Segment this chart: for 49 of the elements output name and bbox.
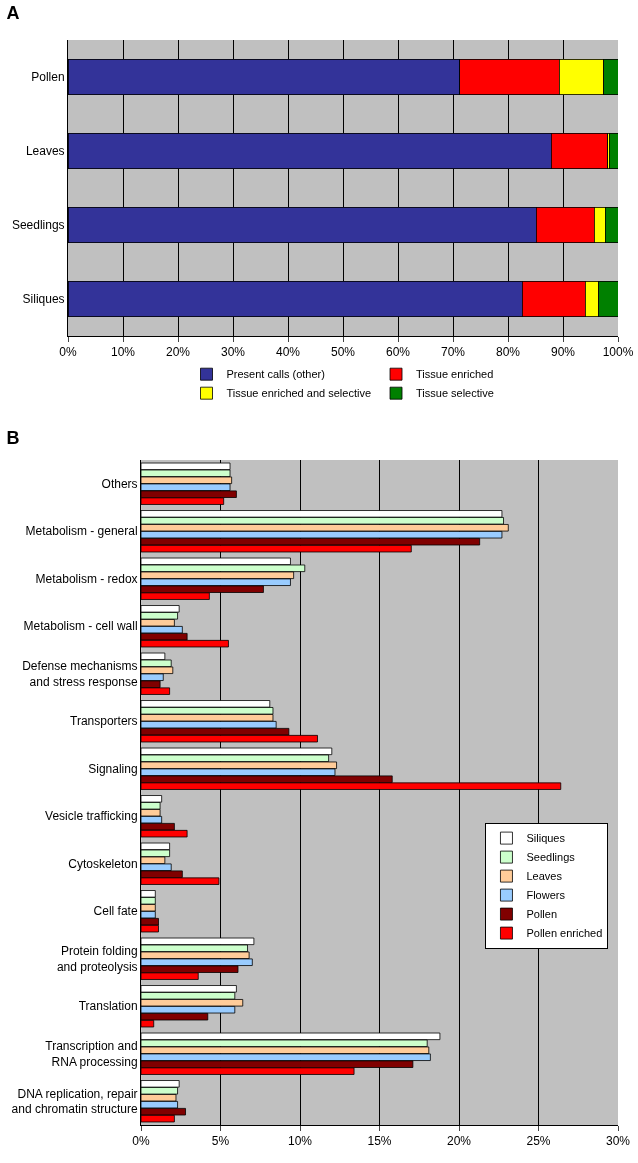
x-tick-label: 60% xyxy=(385,345,411,360)
x-tick-label: 5% xyxy=(211,1134,230,1149)
y-tick-label: Others xyxy=(101,476,138,491)
legend-label: Tissue selective xyxy=(416,387,494,400)
y-tick-label: DNA replication, repair and chromatin structure xyxy=(11,1086,138,1117)
x-tick-label: 80% xyxy=(495,345,521,360)
legend-label: Flowers xyxy=(526,889,566,902)
bar xyxy=(608,133,618,169)
y-tick-label: Cell fate xyxy=(93,904,138,919)
x-tick-label: 0% xyxy=(59,345,77,360)
x-tick-label: 100% xyxy=(602,345,634,360)
legend-label: Seedlings xyxy=(526,851,576,864)
x-tick-label: 30% xyxy=(605,1134,631,1149)
y-tick-label: Translation xyxy=(78,999,138,1014)
y-tick-label: Signaling xyxy=(88,761,138,776)
x-tick-label: 40% xyxy=(275,345,301,360)
legend-label: Leaves xyxy=(526,870,563,883)
x-tick-label: 50% xyxy=(330,345,356,360)
y-tick-label: Cytoskeleton xyxy=(68,856,138,871)
legend-label: Pollen enriched xyxy=(526,927,603,940)
chart-title: B xyxy=(6,427,20,448)
x-tick-label: 15% xyxy=(367,1134,392,1149)
y-tick-label: Leaves xyxy=(25,144,65,159)
x-tick-label: 10% xyxy=(110,345,136,360)
x-tick-label: 10% xyxy=(287,1134,313,1149)
x-tick-label: 30% xyxy=(220,345,246,360)
y-tick-label: Transcription and RNA processing xyxy=(45,1039,138,1069)
chart-title: A xyxy=(6,2,20,23)
y-tick-label: Pollen xyxy=(31,70,65,85)
legend-label: Present calls (other) xyxy=(226,368,325,381)
y-tick-label: Metabolism - cell wall xyxy=(23,619,138,634)
x-tick-label: 20% xyxy=(165,345,191,360)
y-tick-label: Seedlings xyxy=(11,218,65,233)
legend-label: Tissue enriched and selective xyxy=(226,387,372,400)
y-tick-label: Protein folding and proteolysis xyxy=(56,944,138,974)
x-tick-label: 0% xyxy=(132,1134,150,1149)
x-tick-label: 90% xyxy=(550,345,576,360)
legend-label: Pollen xyxy=(526,908,558,921)
x-tick-label: 25% xyxy=(526,1134,551,1149)
x-tick-label: 20% xyxy=(446,1134,472,1149)
y-tick-label: Siliques xyxy=(22,292,65,307)
legend-label: Tissue enriched xyxy=(416,368,494,381)
y-tick-label: Transporters xyxy=(70,714,138,729)
y-tick-label: Metabolism - redox xyxy=(35,571,138,586)
y-tick-label: Metabolism - general xyxy=(25,524,138,539)
x-tick-label: 70% xyxy=(440,345,466,360)
y-tick-label: Vesicle trafficking xyxy=(45,809,138,824)
legend-label: Siliques xyxy=(526,832,566,845)
y-tick-label: Defense mechanisms and stress response xyxy=(22,659,138,689)
